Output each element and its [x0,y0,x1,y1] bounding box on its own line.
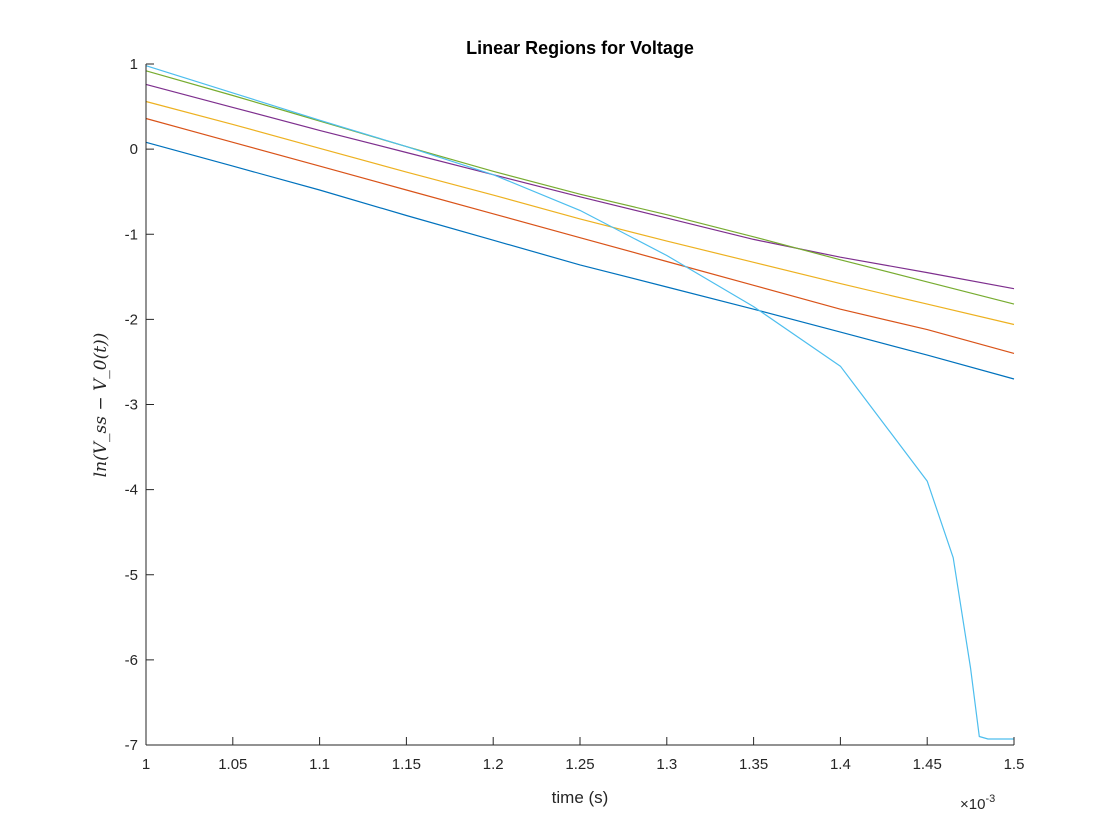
series-line-6 [145,65,1014,740]
y-tick-label: 0 [130,141,138,158]
series-line-4 [145,83,1015,290]
x-tick-label: 1.5 [1004,756,1025,773]
y-tick-label: -5 [125,567,138,584]
y-ticks: 1 0 -1 -2 -3 -4 -5 -6 -7 [125,56,154,754]
x-tick-label: 1.35 [739,756,768,773]
series-line-1 [145,141,1015,380]
y-tick-label: -6 [125,652,138,669]
chart-title: Linear Regions for Voltage [466,38,694,58]
y-tick-label: -7 [125,737,138,754]
x-tick-label: 1.15 [392,756,421,773]
x-exponent-base: ×10 [960,796,985,813]
x-tick-label: 1.25 [565,756,594,773]
x-tick-label: 1 [142,756,150,773]
y-tick-label: -4 [125,482,138,499]
x-tick-label: 1.4 [830,756,851,773]
x-tick-label: 1.2 [483,756,504,773]
series-line-3 [145,100,1015,326]
plot-lines [145,65,1015,740]
y-axis-label: ln(V_ss − V_0(t)) [91,333,111,478]
series-line-5 [145,70,1015,305]
y-tick-label: -2 [125,311,138,328]
y-tick-label: -3 [125,397,138,414]
y-tick-label: 1 [130,56,138,73]
x-tick-label: 1.45 [913,756,942,773]
x-tick-label: 1.1 [309,756,330,773]
series-line-2 [145,117,1015,354]
x-tick-label: 1.3 [656,756,677,773]
x-ticks: 1 1.05 1.1 1.15 1.2 1.25 1.3 1.35 1.4 1.45 1.5 [142,737,1025,773]
x-exponent-power: -3 [985,793,995,805]
y-tick-label: -1 [125,226,138,243]
x-exponent-label: ×10-3 [960,793,995,813]
x-tick-label: 1.05 [218,756,247,773]
x-axis-label: time (s) [552,788,609,807]
